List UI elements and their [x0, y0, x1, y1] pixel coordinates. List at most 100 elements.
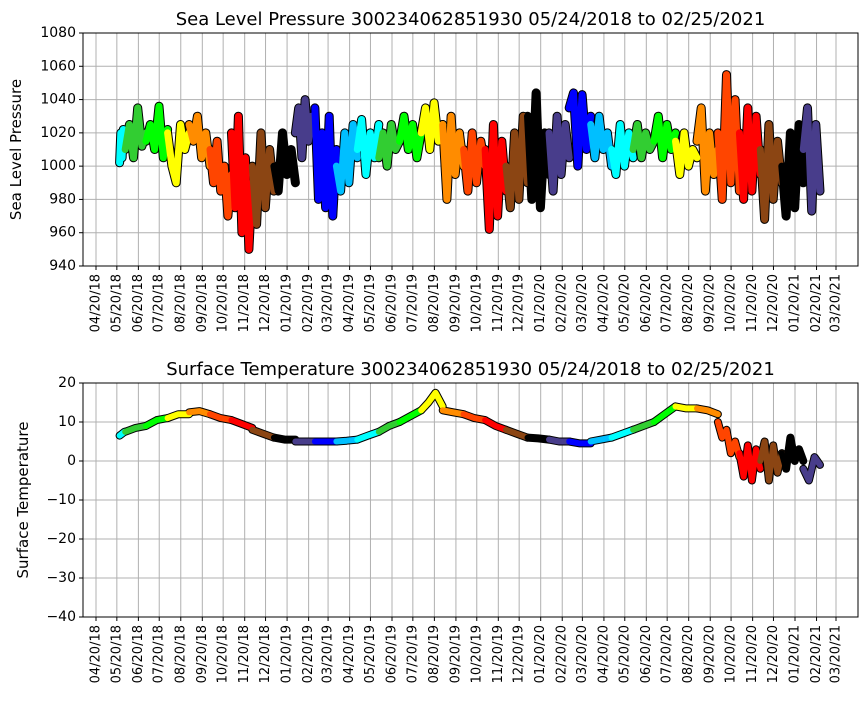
- axes-frame: [82, 382, 859, 618]
- segment-2018-06: [122, 422, 149, 435]
- segment-2021-01: [778, 121, 807, 220]
- segment-2019-01: [270, 434, 299, 443]
- x-tick-label: 03/20/20: [575, 274, 590, 332]
- x-tick-label: 07/20/19: [405, 625, 420, 683]
- x-tick-label: 08/20/19: [427, 625, 442, 683]
- x-tick-label: 11/20/18: [237, 274, 252, 332]
- x-tick-label: 09/20/18: [195, 625, 210, 683]
- segment-2021-01: [778, 434, 807, 472]
- x-tick-label: 04/20/20: [596, 625, 611, 683]
- y-tick-label: 1020: [40, 125, 76, 141]
- x-tick-label: 08/20/18: [173, 625, 188, 683]
- segment-2018-08: [164, 121, 193, 187]
- segment-2019-02: [291, 96, 319, 162]
- x-tick-label: 11/20/20: [745, 625, 760, 683]
- x-tick-label: 05/20/20: [617, 625, 632, 683]
- x-tick-label: 08/20/19: [427, 274, 442, 332]
- x-tick-label: 04/20/19: [342, 274, 357, 332]
- y-tick-label: 1000: [40, 158, 76, 174]
- x-tick-label: 11/20/19: [491, 274, 506, 332]
- segment-2018-06: [121, 104, 150, 162]
- x-tick-label: 05/20/18: [109, 625, 124, 683]
- chart-title: Sea Level Pressure 300234062851930 05/24…: [176, 9, 766, 30]
- segment-2020-04: [587, 434, 615, 445]
- series-t: [115, 388, 824, 485]
- segment-2019-08: [418, 389, 446, 414]
- segment-2019-11: [481, 121, 510, 233]
- x-tick-label: 07/20/20: [660, 274, 675, 332]
- y-tick-label: −10: [46, 492, 76, 508]
- segment-2018-11: [228, 112, 256, 253]
- x-tick-label: 09/20/20: [703, 274, 718, 332]
- x-tick-label: 03/20/21: [829, 274, 844, 332]
- x-tick-label: 04/20/18: [89, 625, 104, 683]
- y-tick-label: 980: [49, 191, 76, 207]
- x-tick-label: 01/20/20: [533, 625, 548, 683]
- x-tick-label: 12/20/19: [512, 625, 527, 683]
- x-tick-label: 01/20/19: [280, 274, 295, 332]
- x-tick-label: 06/20/18: [131, 625, 146, 683]
- segment-2019-03: [311, 104, 340, 220]
- x-tick-label: 12/20/20: [766, 274, 781, 332]
- segment-2020-02: [546, 436, 573, 445]
- x-tick-label: 07/20/18: [152, 625, 167, 683]
- x-tick-label: 02/20/21: [809, 625, 824, 683]
- segment-2019-08: [417, 99, 447, 153]
- x-tick-label: 06/20/18: [131, 274, 146, 332]
- segment-2020-11: [735, 104, 764, 203]
- segment-2020-05: [608, 121, 637, 178]
- x-tick-label: 11/20/19: [491, 625, 506, 683]
- segment-2020-09: [694, 405, 721, 418]
- segment-2019-12: [502, 112, 531, 212]
- segment-2018-09: [185, 112, 214, 170]
- x-tick-label: 07/20/18: [152, 274, 167, 332]
- segment-2019-06: [375, 419, 403, 435]
- segment-2020-12: [756, 121, 786, 223]
- axes-frame: [82, 32, 859, 267]
- segment-2020-03: [565, 89, 595, 170]
- x-tick-label: 10/20/18: [216, 625, 231, 683]
- x-tick-label: 06/20/20: [639, 625, 654, 683]
- x-tick-label: 06/20/20: [639, 274, 654, 332]
- segment-2018-10: [207, 411, 235, 424]
- x-tick-label: 05/20/19: [363, 625, 378, 683]
- x-tick-label: 10/20/18: [216, 274, 231, 332]
- segment-2020-12: [757, 438, 785, 484]
- segment-2021-02: [800, 454, 823, 484]
- x-tick-label: 03/20/19: [321, 625, 336, 683]
- x-tick-label: 09/20/20: [703, 625, 718, 683]
- chart-title: Surface Temperature 300234062851930 05/2…: [166, 359, 775, 380]
- x-tick-label: 09/20/19: [448, 625, 463, 683]
- x-tick-label: 08/20/20: [681, 274, 696, 332]
- y-tick-label: 1060: [40, 58, 76, 74]
- x-tick-label: 10/20/20: [724, 274, 739, 332]
- x-tick-label: 08/20/18: [173, 274, 188, 332]
- x-tick-label: 06/20/19: [385, 274, 400, 332]
- segment-2018-08: [164, 411, 193, 422]
- x-tick-label: 05/20/20: [617, 274, 632, 332]
- x-tick-label: 05/20/19: [363, 274, 378, 332]
- y-tick-label: 960: [49, 225, 76, 241]
- segment-2019-10: [460, 129, 489, 195]
- x-tick-label: 02/20/20: [555, 625, 570, 683]
- x-tick-label: 02/20/21: [809, 274, 824, 332]
- segment-2020-10: [714, 419, 743, 461]
- y-tick-label: 20: [58, 375, 76, 391]
- x-tick-label: 12/20/18: [258, 625, 273, 683]
- x-tick-label: 06/20/19: [385, 625, 400, 683]
- x-tick-label: 09/20/19: [448, 274, 463, 332]
- x-tick-label: 11/20/18: [237, 625, 252, 683]
- segment-2020-04: [587, 112, 616, 170]
- y-axis-label: Surface Temperature: [14, 422, 32, 579]
- x-tick-label: 07/20/19: [405, 274, 420, 332]
- segment-2020-06: [630, 419, 657, 433]
- segment-2020-11: [736, 442, 764, 484]
- segment-2018-07: [142, 102, 172, 162]
- x-tick-label: 10/20/19: [469, 274, 484, 332]
- x-tick-label: 03/20/20: [575, 625, 590, 683]
- x-tick-label: 01/20/20: [533, 274, 548, 332]
- segment-2019-01: [270, 129, 299, 195]
- segment-2020-08: [672, 403, 700, 412]
- segment-2018-07: [143, 415, 171, 429]
